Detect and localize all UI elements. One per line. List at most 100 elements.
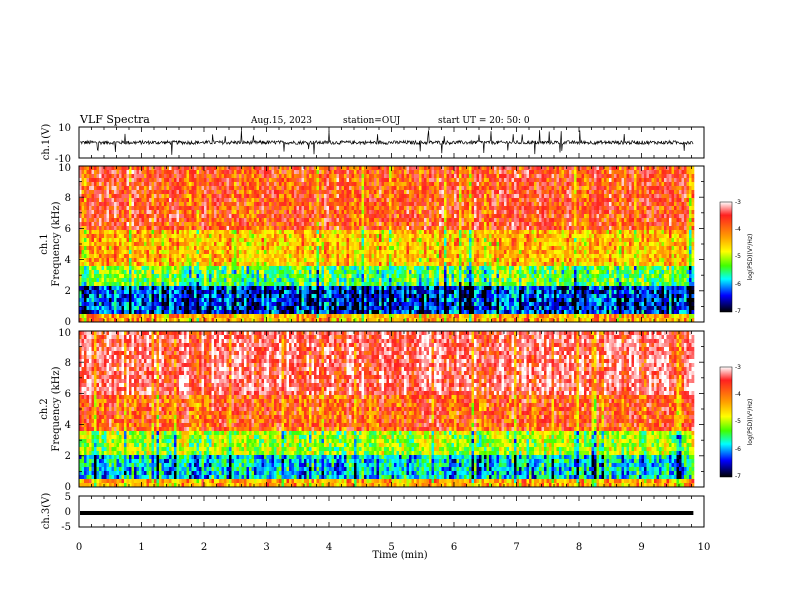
spec1-cell bbox=[356, 194, 360, 199]
spec1-cell bbox=[224, 250, 227, 255]
spec1-cell bbox=[221, 318, 225, 323]
spec1-cell bbox=[359, 202, 362, 207]
spec1-cell bbox=[229, 262, 232, 267]
spec1-cell bbox=[194, 170, 197, 175]
spec1-cell bbox=[99, 242, 102, 247]
spec1-cell bbox=[261, 210, 265, 215]
spec1-cell bbox=[344, 310, 347, 315]
spec1-cell bbox=[324, 306, 327, 311]
spec1-cell bbox=[366, 218, 370, 223]
spec1-cell bbox=[239, 270, 242, 275]
spec1-cell bbox=[329, 198, 332, 203]
spec1-cell bbox=[329, 274, 332, 279]
spec1-cell bbox=[291, 174, 295, 179]
spec1-cell bbox=[254, 234, 257, 239]
spec1-cell bbox=[189, 178, 192, 183]
spec1-cell bbox=[384, 230, 387, 235]
spec1-cell bbox=[284, 226, 287, 231]
spec1-cell bbox=[349, 302, 352, 307]
spec1-cell bbox=[234, 214, 237, 219]
spec1-cell bbox=[221, 278, 225, 283]
spec1-cell bbox=[169, 246, 172, 251]
spec1-cell bbox=[134, 186, 137, 191]
spec1-cell bbox=[369, 258, 372, 263]
spec1-cell bbox=[111, 214, 115, 219]
spec1-cell bbox=[149, 210, 152, 215]
spec1-cell bbox=[86, 190, 90, 195]
spec1-cell bbox=[396, 238, 400, 243]
spec1-cell bbox=[101, 206, 105, 211]
spec1-cell bbox=[149, 218, 152, 223]
spec1-cell bbox=[391, 318, 395, 323]
spec1-cell bbox=[384, 318, 387, 323]
spec1-cell bbox=[146, 274, 150, 279]
spec1-cell bbox=[331, 242, 335, 247]
spec1-cell bbox=[266, 246, 270, 251]
spec1-cell bbox=[304, 214, 307, 219]
spec1-cell bbox=[116, 174, 120, 179]
spec1-cell bbox=[216, 258, 220, 263]
spec1-cell bbox=[219, 294, 222, 299]
spec1-cell bbox=[211, 246, 215, 251]
spec1-cell bbox=[254, 318, 257, 323]
spec1-cell bbox=[254, 166, 257, 171]
spec1-cell bbox=[254, 206, 257, 211]
spec1-cell bbox=[241, 234, 245, 239]
spec1-cell bbox=[234, 282, 237, 287]
spec1-cell bbox=[236, 182, 240, 187]
spec1-cell bbox=[251, 210, 255, 215]
spec1-cell bbox=[314, 250, 317, 255]
spec1-cell bbox=[119, 174, 122, 179]
spec1-cell bbox=[304, 294, 307, 299]
spec1-cell bbox=[309, 270, 312, 275]
spec1-cell bbox=[269, 242, 272, 247]
spec1-cell bbox=[396, 258, 400, 263]
spec1-cell bbox=[86, 238, 90, 243]
spec1-cell bbox=[314, 238, 317, 243]
spec1-cell bbox=[376, 238, 380, 243]
spec1-cell bbox=[321, 306, 325, 311]
spec1-cell bbox=[206, 286, 210, 291]
spec1-cell bbox=[124, 282, 127, 287]
spec1-cell bbox=[264, 266, 267, 271]
spec1-cell bbox=[196, 282, 200, 287]
spec1-cell bbox=[221, 286, 225, 291]
spec1-cell bbox=[121, 246, 125, 251]
spec1-cell bbox=[124, 314, 127, 319]
spec1-cell bbox=[244, 174, 247, 179]
spec1-cell bbox=[131, 182, 135, 187]
spec1-cell bbox=[286, 266, 290, 271]
spec1-cell bbox=[394, 290, 397, 295]
spec1-cell bbox=[149, 242, 152, 247]
spec1-cell bbox=[324, 182, 327, 187]
ch1-ytick-top: 10 bbox=[58, 123, 71, 134]
spec1-cell bbox=[281, 234, 285, 239]
spec1-cell bbox=[89, 230, 92, 235]
spec1-cell bbox=[361, 258, 365, 263]
spec1-cell bbox=[226, 254, 230, 259]
spec1-cell bbox=[266, 302, 270, 307]
spec1-cell bbox=[89, 246, 92, 251]
spec1-cell bbox=[224, 210, 227, 215]
spec1-cell bbox=[366, 222, 370, 227]
spec1-cell bbox=[291, 290, 295, 295]
spec1-cell bbox=[106, 286, 110, 291]
spec1-cell bbox=[299, 270, 302, 275]
spec1-cell bbox=[161, 178, 165, 183]
spec1-cell bbox=[136, 274, 140, 279]
spec1-cell bbox=[101, 222, 105, 227]
spec1-cell bbox=[184, 298, 187, 303]
spec1-cell bbox=[166, 214, 170, 219]
spec1-cell bbox=[244, 266, 247, 271]
spec1-cell bbox=[144, 166, 147, 171]
spec1-cell bbox=[384, 254, 387, 259]
spec1-cell bbox=[314, 254, 317, 259]
spec1-cell bbox=[164, 278, 167, 283]
spec1-cell bbox=[279, 182, 282, 187]
spec1-cell bbox=[261, 170, 265, 175]
spec1-cell bbox=[279, 170, 282, 175]
spec1-cell bbox=[164, 166, 167, 171]
spec1-cell bbox=[346, 290, 350, 295]
spec1-cell bbox=[174, 262, 177, 267]
spec1-cell bbox=[311, 214, 315, 219]
